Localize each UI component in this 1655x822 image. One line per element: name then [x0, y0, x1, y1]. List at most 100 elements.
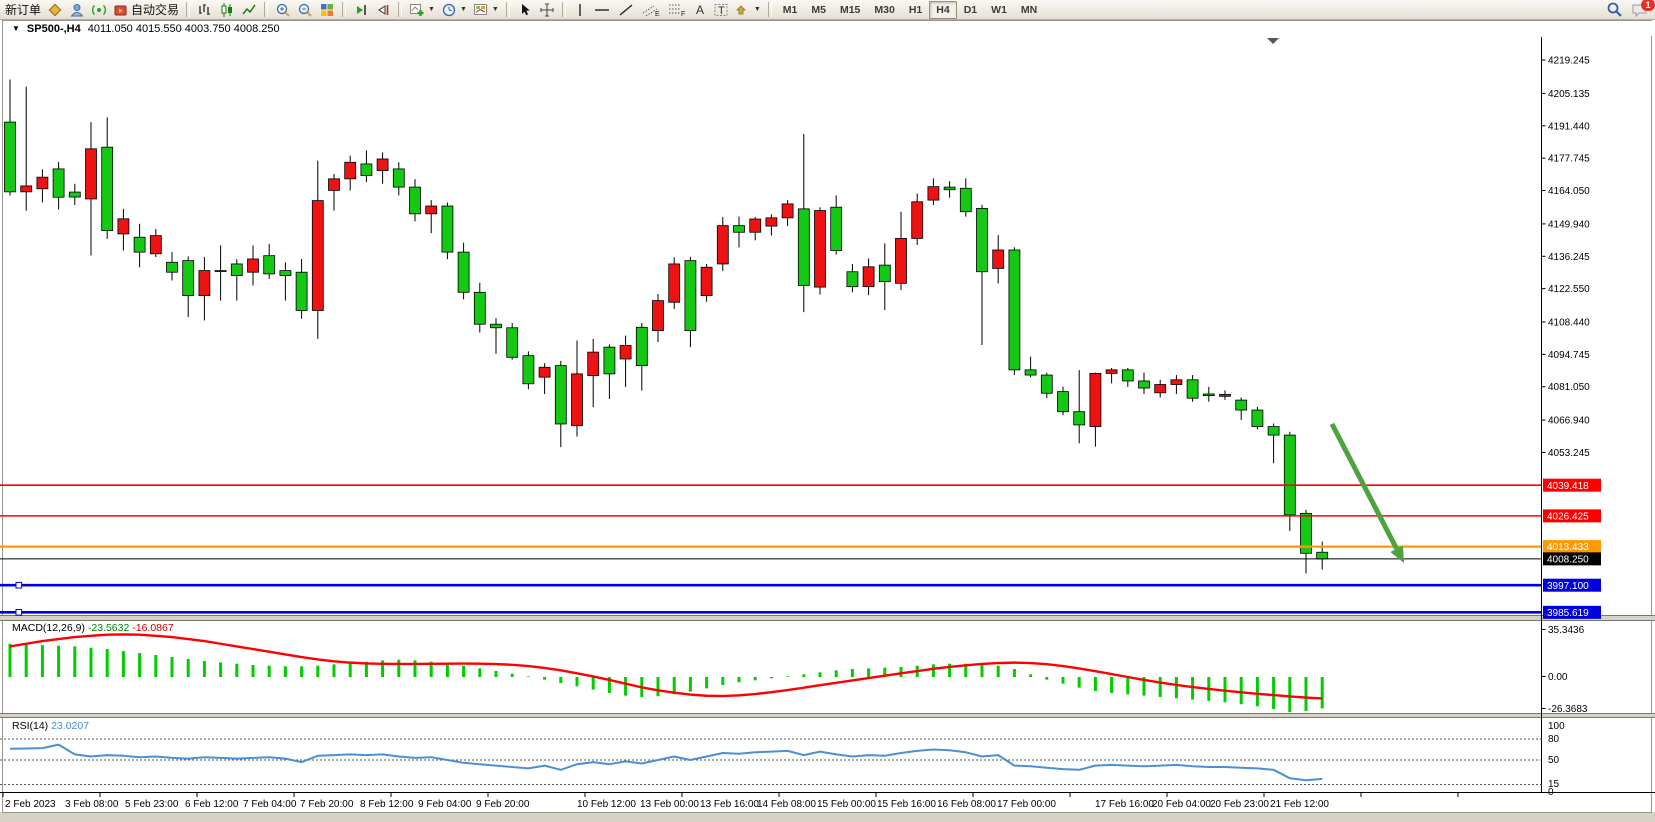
timeframe-mn[interactable]: MN — [1020, 3, 1038, 16]
line-chart-icon[interactable] — [238, 1, 260, 19]
zoom-out-icon[interactable] — [294, 1, 316, 19]
candle-body — [1121, 369, 1134, 382]
zoom-in-icon[interactable] — [272, 1, 294, 19]
auto-scroll-icon[interactable] — [350, 1, 372, 19]
text-icon[interactable]: A — [690, 1, 710, 19]
svg-text:T: T — [718, 5, 725, 17]
candle-body — [409, 186, 421, 215]
fibonacci-icon[interactable]: F — [664, 1, 690, 19]
collapse-icon[interactable]: ▼ — [12, 24, 20, 33]
trend-arrow[interactable] — [1329, 422, 1404, 563]
price-axis-label: 4191.440 — [1548, 121, 1590, 132]
candle-body — [1154, 384, 1167, 394]
chart-shift-icon[interactable] — [372, 1, 394, 19]
order-tag-icon[interactable] — [44, 1, 66, 19]
time-axis[interactable]: 2 Feb 2023 3 Feb 08:00 5 Feb 23:00 6 Feb 12… — [0, 792, 1655, 811]
panel-separator[interactable] — [0, 615, 1655, 621]
timeframe-m15[interactable]: M15 — [839, 3, 861, 16]
candle-body — [149, 235, 162, 255]
bars-chart-icon[interactable] — [194, 1, 216, 19]
chart-background[interactable] — [0, 20, 1655, 812]
candle-body — [538, 366, 551, 378]
timeframe-m1[interactable]: M1 — [782, 3, 798, 16]
timeframe-w1[interactable]: W1 — [991, 3, 1007, 16]
line-handle[interactable] — [15, 609, 23, 616]
candle-body — [1008, 249, 1021, 371]
toolbar-separator — [767, 2, 772, 17]
candle-body — [133, 236, 146, 253]
price-tag — [1543, 605, 1601, 619]
time-axis-label: 17 Feb 16:00 — [1095, 799, 1154, 810]
panel-separator[interactable] — [0, 713, 1655, 718]
chat-button[interactable]: 1 — [1631, 0, 1655, 23]
candles-layer — [4, 79, 1329, 574]
label-icon[interactable]: T — [710, 1, 732, 19]
candle-body — [1057, 391, 1069, 413]
autotrade-icon — [114, 5, 127, 15]
vertical-line-icon[interactable] — [570, 1, 590, 19]
candle-body — [522, 355, 535, 385]
price-tag-label: 4039.418 — [1547, 481, 1589, 492]
candle-body — [619, 345, 632, 360]
arrows-button[interactable]: ▼ — [732, 1, 764, 19]
chart-titlebar[interactable]: ▼ SP500-,H4 4011.050 4015.550 4003.750 4… — [3, 21, 1652, 36]
candle-body — [441, 205, 454, 253]
price-tag — [1543, 578, 1601, 592]
cursor-icon[interactable] — [514, 1, 536, 19]
candles-chart-icon[interactable] — [216, 1, 238, 19]
time-axis-label: 6 Feb 12:00 — [185, 799, 239, 810]
timeframe-m30[interactable]: M30 — [874, 3, 895, 16]
candle-body — [506, 327, 519, 358]
macd-axis-label: 0.00 — [1548, 672, 1568, 683]
timeframe-d1[interactable]: D1 — [963, 3, 978, 16]
time-axis-label: 9 Feb 20:00 — [476, 799, 530, 810]
templates-button[interactable]: ▼ — [470, 1, 502, 19]
autotrade-label: 自动交易 — [131, 3, 180, 17]
arrow-head — [1390, 545, 1404, 563]
candle-body — [1202, 393, 1215, 397]
price-axis[interactable]: 4219.245 4205.135 4191.440 4177.745 4164.050… — [1541, 37, 1591, 792]
autotrade-button[interactable]: 自动交易 — [110, 1, 182, 19]
candle-body — [473, 291, 486, 325]
tile-windows-icon[interactable] — [316, 1, 338, 19]
equidistant-channel-icon[interactable]: E — [638, 1, 664, 19]
time-axis-label: 20 Feb 04:00 — [1152, 799, 1211, 810]
shift-marker-icon[interactable] — [1267, 38, 1279, 44]
indicators-button[interactable]: ▼ — [406, 1, 438, 19]
timeframe-m5[interactable]: M5 — [811, 3, 826, 16]
price-axis-label: 4053.245 — [1548, 448, 1590, 459]
profile-icon[interactable] — [66, 1, 88, 19]
candle-body — [846, 271, 859, 288]
price-tag-label: 4013.433 — [1547, 542, 1589, 553]
time-axis-label: 16 Feb 08:00 — [937, 799, 996, 810]
new-order-button[interactable]: 新订单 — [2, 1, 44, 19]
toolbar-separator — [398, 2, 403, 17]
price-tag-label: 3997.100 — [1547, 581, 1589, 592]
trendline-icon[interactable] — [614, 1, 638, 19]
candle-body — [230, 263, 243, 276]
candle-body — [1089, 372, 1102, 427]
timeframe-h4[interactable]: H4 — [929, 0, 957, 19]
candle-body — [182, 260, 195, 297]
macd-panel[interactable]: MACD(12,26,9) -23.5632 -16.0867 35.3436 0.… — [8, 622, 1588, 715]
price-axis-label: 4177.745 — [1548, 154, 1590, 165]
candle-body — [878, 264, 891, 283]
periods-button[interactable]: ▼ — [438, 1, 470, 19]
price-axis-label: 4219.245 — [1548, 56, 1590, 67]
symbol-search-icon[interactable] — [1606, 1, 1623, 23]
timeframe-h1[interactable]: H1 — [908, 3, 923, 16]
candle-body — [976, 207, 988, 273]
crosshair-icon[interactable] — [536, 1, 558, 19]
chevron-down-icon: ▼ — [428, 6, 435, 13]
horizontal-line-icon[interactable] — [590, 1, 614, 19]
line-handle[interactable] — [15, 581, 23, 589]
candle-body — [20, 185, 33, 193]
chevron-down-icon: ▼ — [459, 6, 467, 13]
candle-body — [927, 186, 940, 201]
price-tag — [1543, 509, 1601, 523]
signal-icon[interactable] — [88, 1, 110, 19]
rsi-axis-label: 15 — [1548, 779, 1560, 790]
macd-axis-label: 35.3436 — [1548, 625, 1585, 636]
